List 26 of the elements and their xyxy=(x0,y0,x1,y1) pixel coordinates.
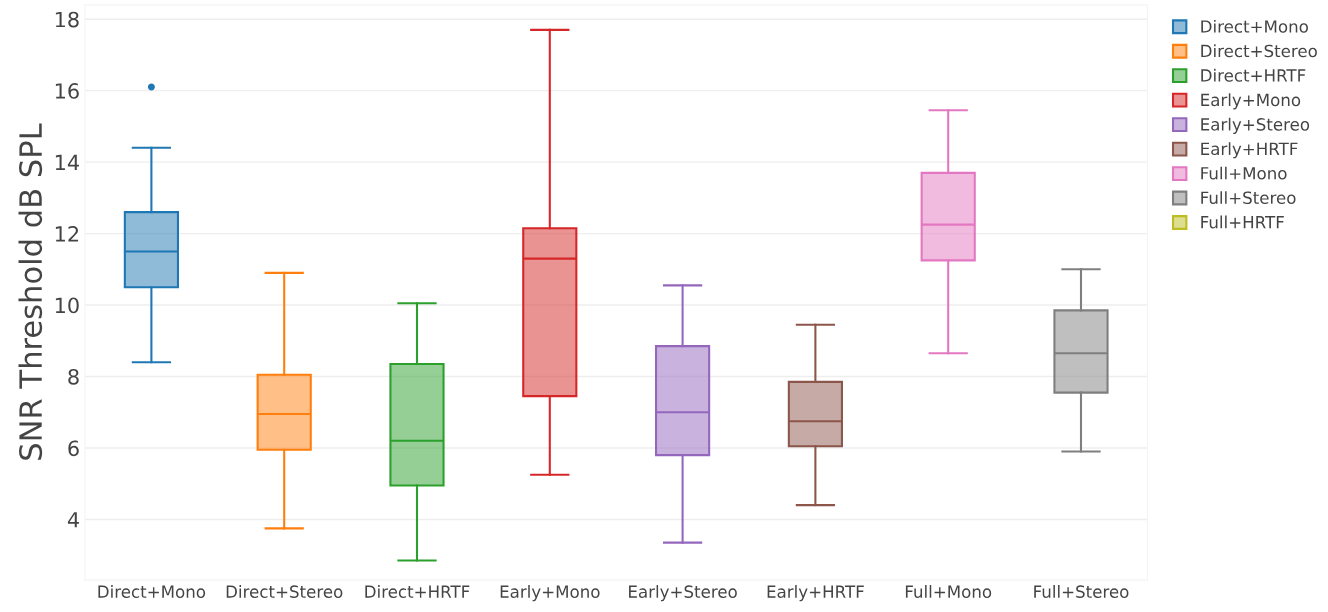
y-tick-label: 8 xyxy=(68,368,79,385)
y-tick-label: 18 xyxy=(55,11,79,28)
legend-label: Early+Mono xyxy=(1201,93,1301,110)
legend-label: Full+Stereo xyxy=(1201,191,1296,205)
y-tick-label: 4 xyxy=(67,512,79,528)
legend-label: Early+HRTF xyxy=(1201,142,1298,159)
x-tick-label: Early+Stereo xyxy=(629,585,737,602)
x-tick-label: Early+HRTF xyxy=(767,585,864,602)
legend-label: Direct+HRTF xyxy=(1201,68,1306,82)
legend-label: Full+Mono xyxy=(1201,166,1287,180)
legend-label: Full+HRTF xyxy=(1201,215,1284,229)
y-tick-label: 14 xyxy=(55,154,79,171)
legend-label: Direct+Stereo xyxy=(1201,44,1317,58)
x-tick-label: Full+Stereo xyxy=(1034,585,1129,598)
x-tick-label: Direct+Mono xyxy=(98,585,206,598)
y-tick-label: 10 xyxy=(55,297,79,314)
y-tick-label: 16 xyxy=(55,83,79,99)
legend-label: Early+Stereo xyxy=(1201,117,1310,134)
x-tick-label: Full+Mono xyxy=(905,585,992,598)
legend-label: Direct+Mono xyxy=(1201,19,1308,33)
x-tick-label: Early+Mono xyxy=(500,585,600,602)
y-tick-label: 6 xyxy=(68,440,79,457)
x-tick-label: Direct+Stereo xyxy=(226,585,343,598)
x-tick-label: Direct+HRTF xyxy=(365,585,470,598)
y-axis-title: SNR Threshold dB SPL xyxy=(18,123,43,460)
y-tick-label: 12 xyxy=(55,226,79,242)
